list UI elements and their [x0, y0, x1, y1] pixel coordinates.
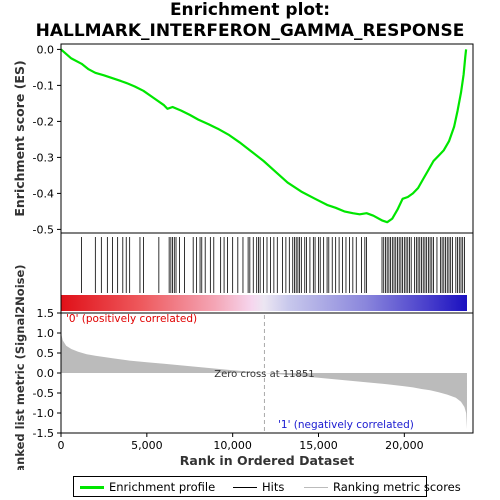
- ranking-heat-bar: [61, 295, 467, 311]
- metric-axis-label: Ranked list metric (Signal2Noise): [13, 264, 27, 470]
- es-panel-frame: [60, 43, 474, 234]
- chart-title-line-2: HALLMARK_INTERFERON_GAMMA_RESPONSE: [35, 21, 465, 41]
- es-axis-label: Enrichment score (ES): [12, 60, 27, 216]
- xtick-label-3: 15,000: [299, 439, 338, 452]
- es-ytick-label-1: -0.1: [33, 79, 54, 92]
- positive-correlation-label: '0' (positively correlated): [66, 313, 197, 325]
- es-ytick-label-5: -0.5: [33, 223, 54, 236]
- legend-swatch-hits: [233, 487, 257, 488]
- chart-title-line-1: Enrichment plot:: [169, 0, 331, 20]
- legend-label-enrichment: Enrichment profile: [109, 480, 216, 494]
- metric-area: [61, 333, 467, 429]
- xtick-label-0: 0: [58, 439, 65, 452]
- metric-ytick-label-3: 0.0: [37, 367, 55, 380]
- xtick-label-1: 5,000: [131, 439, 163, 452]
- xtick-label-4: 20,000: [385, 439, 424, 452]
- legend-swatch-metric: [304, 487, 328, 488]
- legend-item-enrichment: Enrichment profile: [80, 480, 215, 494]
- es-ytick-label-2: -0.2: [33, 115, 54, 128]
- legend-item-hits: Hits: [233, 480, 284, 494]
- legend-label-hits: Hits: [262, 480, 285, 494]
- metric-ytick-label-5: -1.0: [33, 407, 54, 420]
- es-ytick-label-3: -0.3: [33, 151, 54, 164]
- metric-ytick-label-4: -0.5: [33, 387, 54, 400]
- x-axis-label: Rank in Ordered Dataset: [180, 453, 354, 468]
- legend-swatch-enrichment: [80, 486, 104, 489]
- legend: Enrichment profile Hits Ranking metric s…: [73, 476, 461, 497]
- metric-ytick-label-6: -1.5: [33, 427, 54, 440]
- enrichment-plot: Zero cross at 11851 '0' (positively corre…: [12, 43, 474, 470]
- metric-ytick-label-1: 1.0: [37, 327, 55, 340]
- metric-ytick-label-0: 1.5: [37, 307, 55, 320]
- es-ytick-label-0: 0.0: [37, 43, 55, 56]
- legend-item-metric: Ranking metric scores: [304, 480, 461, 494]
- negative-correlation-label: '1' (negatively correlated): [278, 419, 414, 431]
- legend-label-metric: Ranking metric scores: [333, 480, 461, 494]
- metric-ytick-label-2: 0.5: [37, 347, 55, 360]
- zero-cross-label: Zero cross at 11851: [214, 369, 314, 380]
- es-ytick-label-4: -0.4: [33, 187, 54, 200]
- chart-title: Enrichment plot: HALLMARK_INTERFERON_GAM…: [0, 0, 500, 42]
- xtick-label-2: 10,000: [213, 439, 252, 452]
- enrichment-profile-line: [60, 48, 468, 224]
